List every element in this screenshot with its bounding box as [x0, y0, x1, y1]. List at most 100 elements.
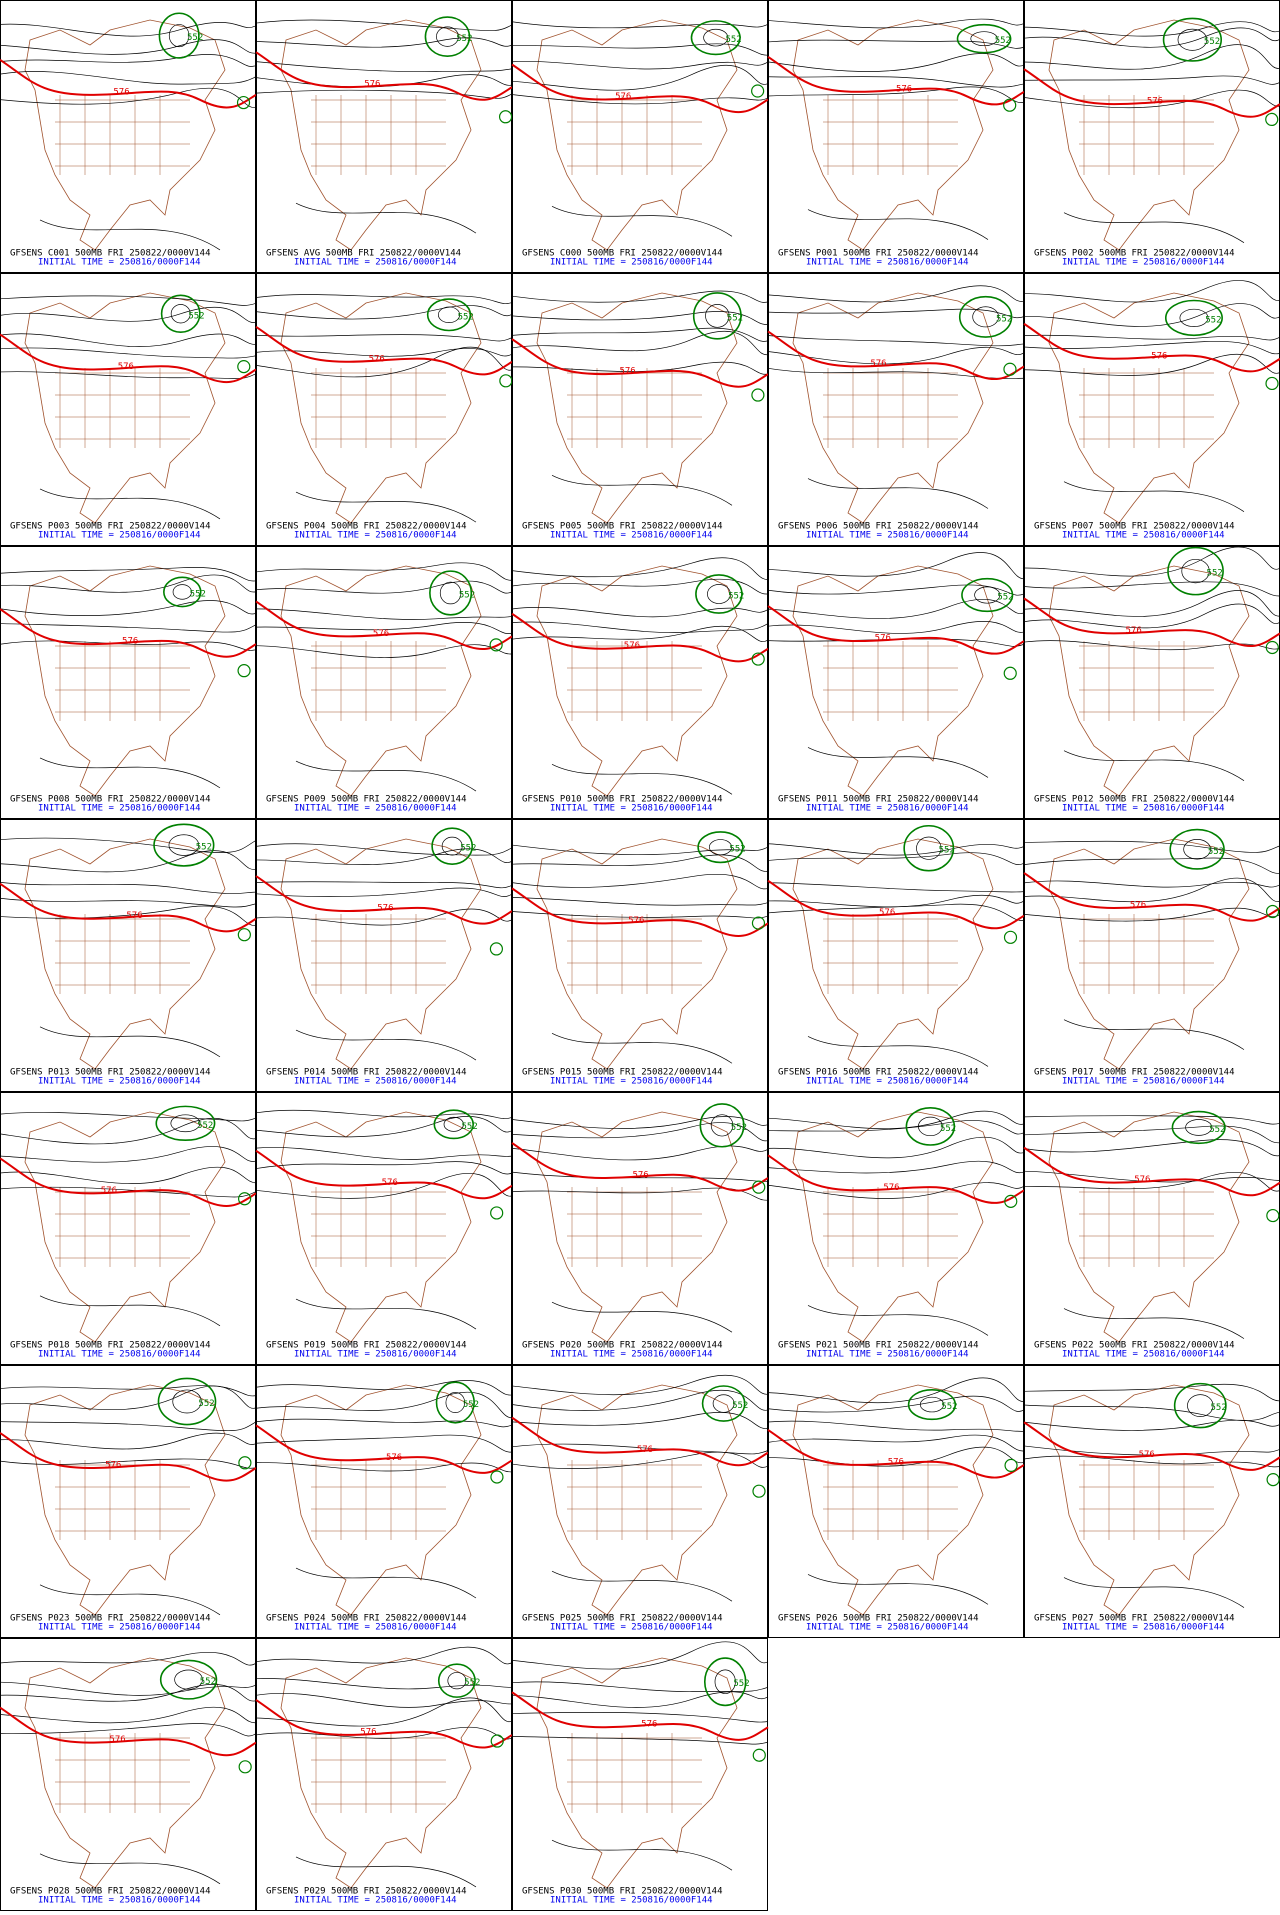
panel-title: GFSENS P007 500MB FRI 250822/0000V144 — [1034, 522, 1234, 532]
coastline — [1048, 1111, 1250, 1343]
height-contour — [767, 285, 1025, 303]
height-contour — [0, 87, 257, 108]
panel-init-time: INITIAL TIME = 250816/0000F144 — [294, 1896, 457, 1906]
panel: 576 552 GFSENS P007 500MB FRI 250822/0000V… — [1023, 273, 1280, 546]
contour-inner — [170, 304, 191, 324]
panel: 576 552 GFSENS P002 500MB FRI 250822/0000V… — [1023, 0, 1280, 273]
height-contour — [255, 1462, 513, 1473]
height-contour — [767, 638, 1025, 647]
height-contour — [511, 43, 769, 56]
height-contour — [39, 488, 221, 520]
panel-init-time: INITIAL TIME = 250816/0000F144 — [38, 1623, 201, 1633]
coastline — [280, 19, 482, 251]
panel: 576 552 GFSENS P013 500MB FRI 250822/0000V… — [0, 819, 257, 1092]
height-contour — [0, 567, 257, 582]
contour-label: 552 — [463, 1400, 479, 1410]
contour-576 — [255, 1424, 513, 1474]
panel-init-time: INITIAL TIME = 250816/0000F144 — [550, 1896, 713, 1906]
coastline — [24, 292, 226, 524]
height-contour — [255, 334, 513, 342]
panel: 576 552 GFSENS P008 500MB FRI 250822/0000V… — [0, 546, 257, 819]
coastal-low — [1003, 930, 1018, 944]
contour-552 — [155, 1105, 216, 1142]
contour-label: 552 — [728, 592, 744, 602]
contour-label: 576 — [122, 637, 138, 647]
panel-title: GFSENS P019 500MB FRI 250822/0000V144 — [266, 1341, 466, 1351]
contour-inner — [439, 581, 462, 605]
height-contour — [0, 39, 257, 55]
coastal-low — [490, 1470, 504, 1484]
panel-title: GFSENS P004 500MB FRI 250822/0000V144 — [266, 522, 466, 532]
contour-576 — [1023, 68, 1280, 118]
height-contour — [255, 1161, 513, 1175]
height-contour — [767, 1420, 1025, 1432]
panel-title: GFSENS P026 500MB FRI 250822/0000V144 — [778, 1614, 978, 1624]
panel: 576 552 GFSENS P001 500MB FRI 250822/0000V… — [767, 0, 1025, 273]
height-contour — [511, 911, 769, 919]
height-contour — [39, 1295, 221, 1327]
contour-inner — [1185, 1119, 1213, 1136]
panel-title: GFSENS P012 500MB FRI 250822/0000V144 — [1034, 795, 1234, 805]
coastal-low — [1265, 376, 1279, 391]
contour-label: 576 — [632, 1170, 648, 1180]
panel-title: GFSENS P024 500MB FRI 250822/0000V144 — [266, 1614, 466, 1624]
height-contour — [0, 1421, 257, 1432]
coastline — [24, 1657, 226, 1889]
height-contour — [1023, 280, 1280, 303]
contour-inner — [1183, 839, 1211, 860]
height-contour — [767, 621, 1025, 634]
height-contour — [511, 1736, 769, 1745]
coastline — [1048, 292, 1250, 524]
contour-label: 552 — [1205, 315, 1221, 325]
coastal-low — [238, 1456, 252, 1470]
panel: 576 552 GFSENS P023 500MB FRI 250822/0000V… — [0, 1365, 257, 1638]
panel-init-time: INITIAL TIME = 250816/0000F144 — [550, 531, 713, 541]
height-contour — [0, 1385, 257, 1411]
contour-label: 576 — [373, 629, 389, 639]
panel-title: GFSENS P027 500MB FRI 250822/0000V144 — [1034, 1614, 1234, 1624]
height-contour — [255, 608, 513, 620]
height-contour — [511, 1171, 769, 1182]
coastal-low — [1265, 904, 1280, 919]
contour-552 — [424, 16, 471, 57]
contour-label: 552 — [196, 843, 212, 853]
height-contour — [807, 209, 989, 240]
contour-label: 576 — [637, 1445, 653, 1455]
height-contour — [767, 1136, 1025, 1159]
height-contour — [255, 305, 513, 320]
contour-inner — [703, 28, 729, 47]
panel-title: GFSENS P013 500MB FRI 250822/0000V144 — [10, 1068, 210, 1078]
height-contour — [0, 1706, 257, 1724]
contour-576 — [1023, 322, 1280, 373]
height-contour — [1023, 907, 1280, 922]
height-contour — [511, 854, 769, 872]
contour-inner — [707, 584, 731, 604]
panel: 576 552 GFSENS AVG 500MB FRI 250822/0000V1… — [255, 0, 513, 273]
panel-title: GFSENS C000 500MB FRI 250822/0000V144 — [522, 249, 722, 259]
panel-init-time: INITIAL TIME = 250816/0000F144 — [1062, 1350, 1225, 1360]
height-contour — [295, 202, 477, 234]
coastline — [536, 565, 738, 797]
contour-576 — [0, 608, 257, 658]
contour-label: 576 — [888, 1457, 904, 1467]
panel-title: GFSENS P009 500MB FRI 250822/0000V144 — [266, 795, 466, 805]
panel-init-time: INITIAL TIME = 250816/0000F144 — [806, 258, 969, 268]
height-contour — [255, 1109, 513, 1119]
panel-title: GFSENS P029 500MB FRI 250822/0000V144 — [266, 1887, 466, 1897]
panel-frame — [768, 1092, 1024, 1365]
contour-label: 552 — [729, 845, 745, 855]
coastal-low — [1003, 666, 1017, 680]
contour-label: 576 — [1139, 1450, 1155, 1460]
coastal-low — [237, 664, 251, 678]
contour-label: 552 — [1204, 37, 1220, 47]
coastline — [536, 292, 738, 524]
height-contour — [551, 763, 733, 795]
contour-label: 552 — [732, 1401, 748, 1411]
contour-576 — [511, 1691, 769, 1741]
panel-frame — [512, 546, 768, 819]
height-contour — [807, 1574, 989, 1605]
contour-552 — [692, 292, 742, 340]
height-contour — [767, 843, 1025, 856]
coastal-low — [238, 1192, 252, 1206]
contour-552 — [1164, 299, 1223, 337]
